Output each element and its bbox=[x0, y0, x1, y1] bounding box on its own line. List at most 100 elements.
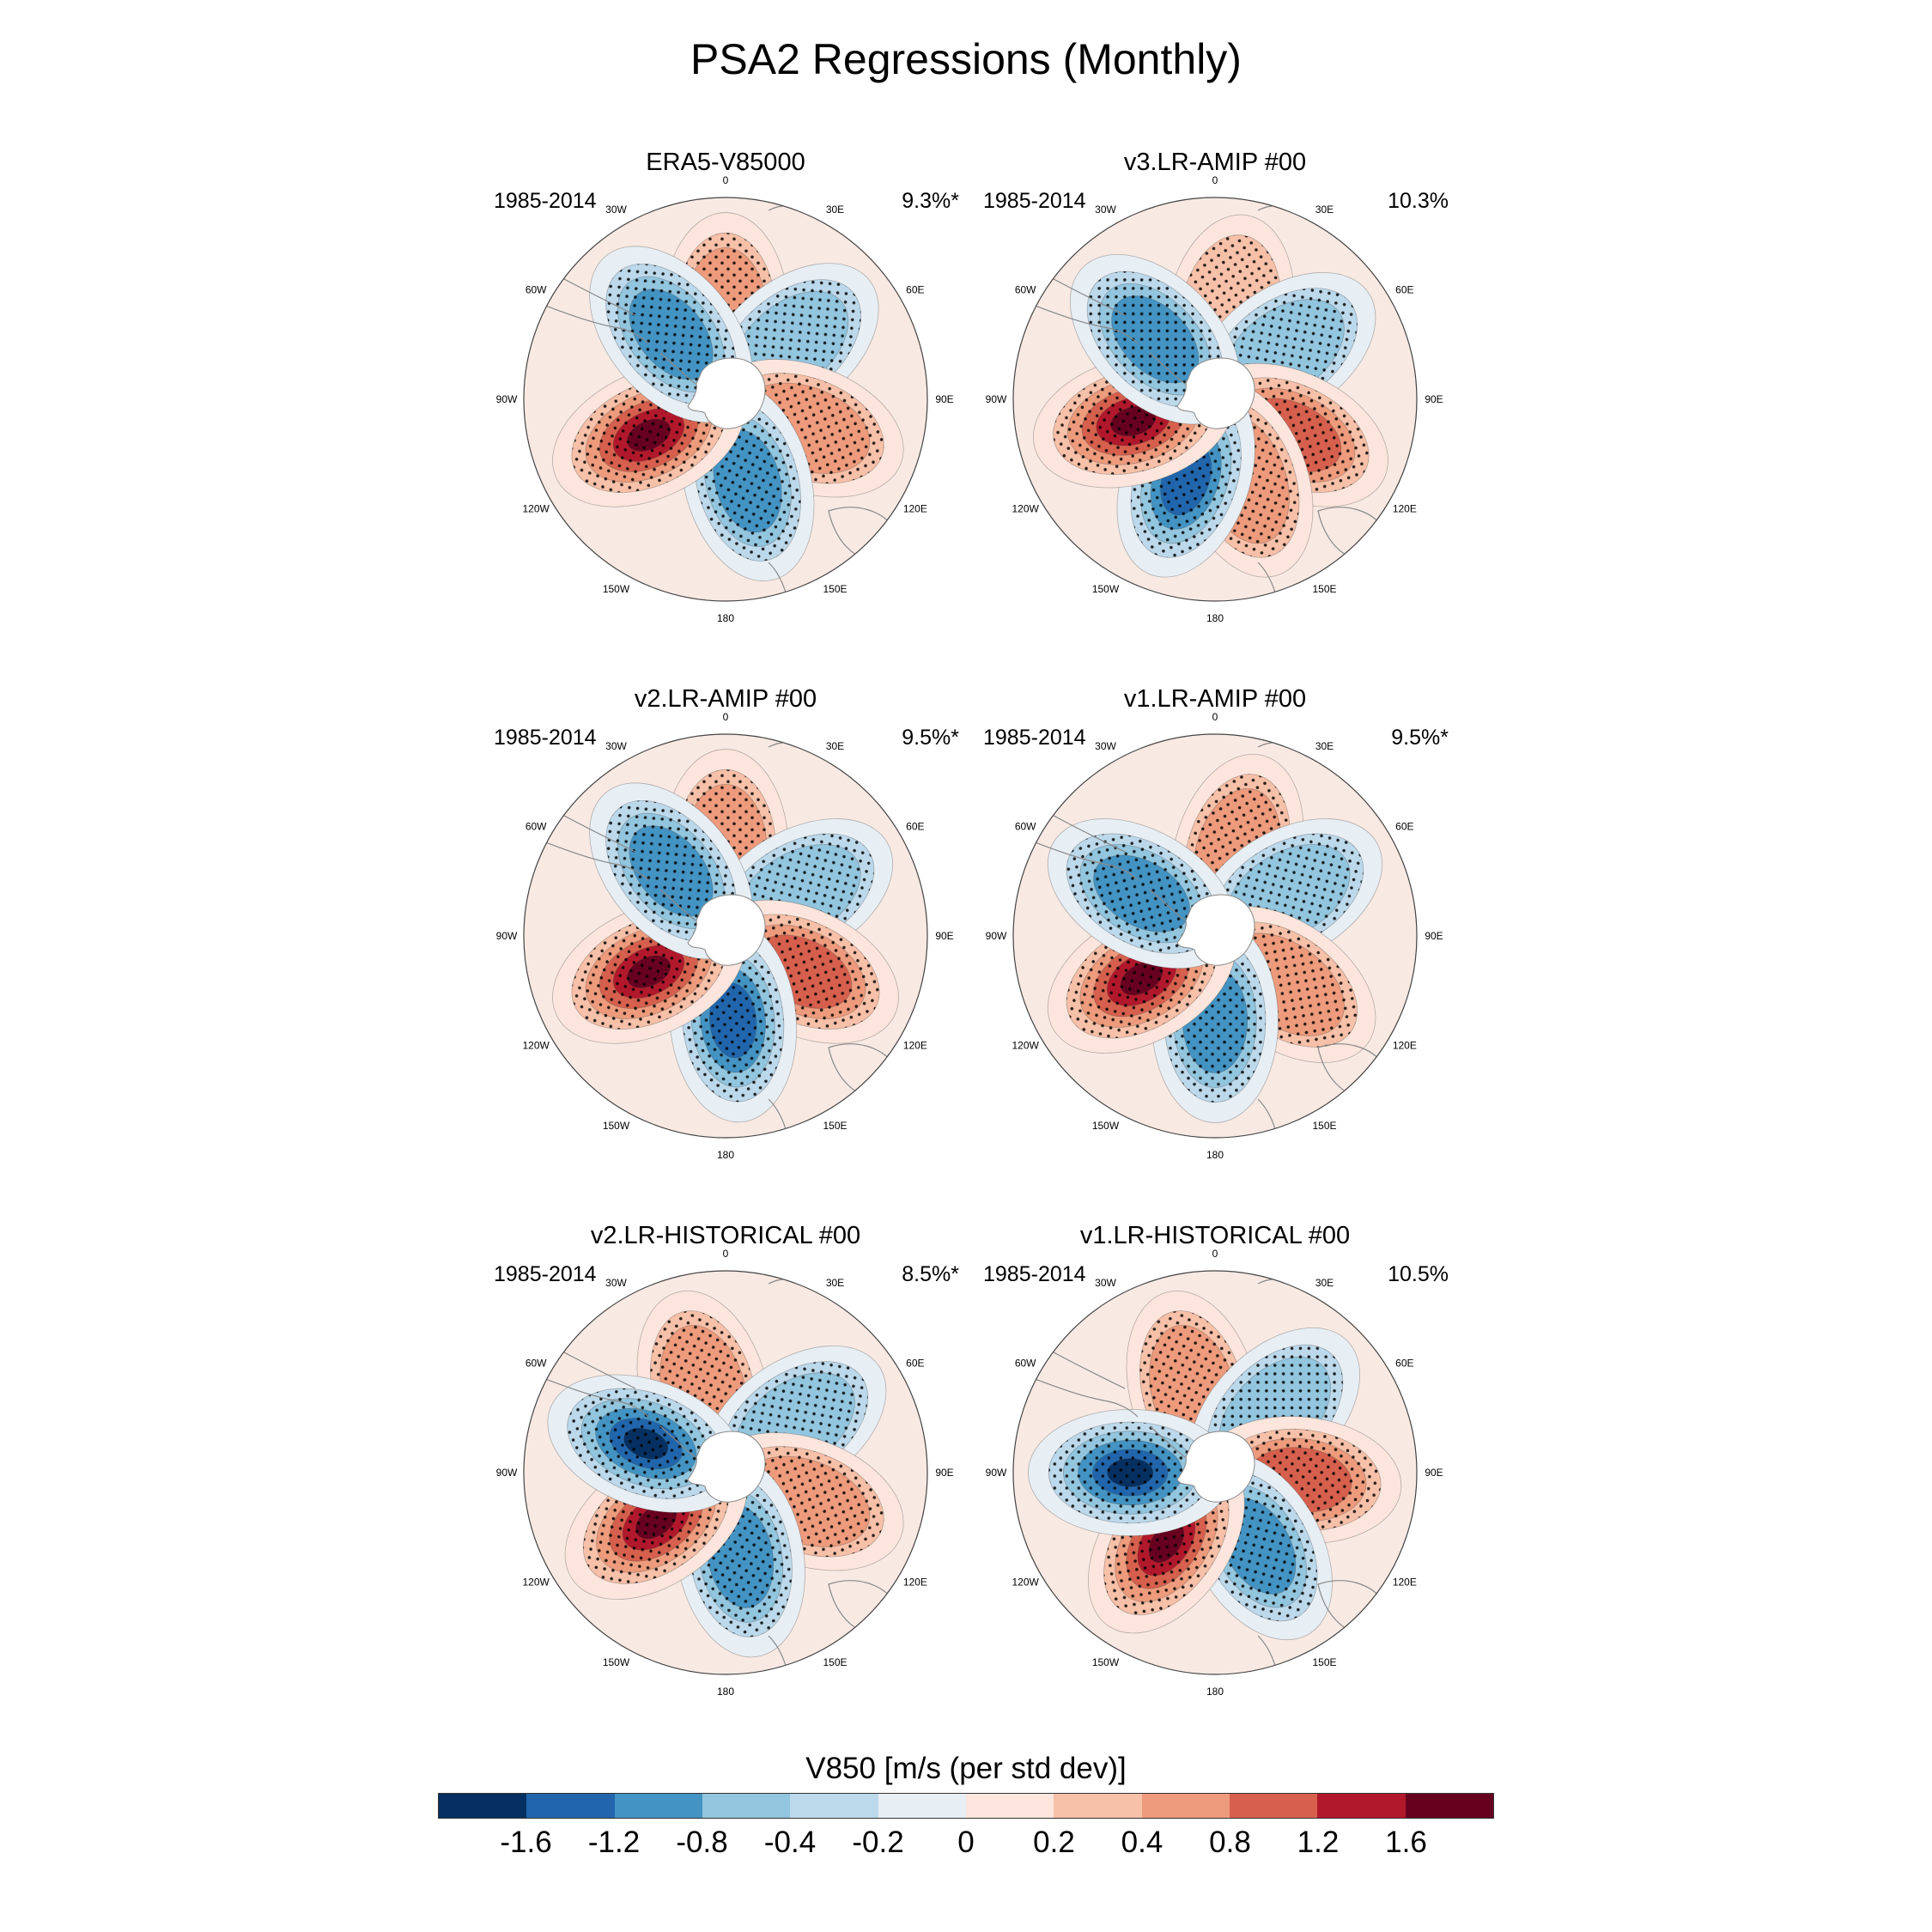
map-field bbox=[1013, 1271, 1417, 1674]
panel-title: v1.LR-HISTORICAL #00 bbox=[1079, 1222, 1351, 1249]
longitude-label: 60E bbox=[1395, 1358, 1413, 1370]
longitude-label: 120E bbox=[1393, 1577, 1417, 1589]
longitude-label: 30W bbox=[1095, 740, 1116, 752]
antarctica-landmass bbox=[1176, 1431, 1255, 1503]
longitude-label: 60W bbox=[526, 1358, 547, 1370]
longitude-label: 90E bbox=[1425, 1467, 1443, 1479]
longitude-label: 180 bbox=[1206, 1149, 1224, 1161]
longitude-label: 0 bbox=[1212, 711, 1218, 723]
longitude-label: 30W bbox=[605, 204, 627, 216]
panel-variance: 10.5% bbox=[1388, 1262, 1449, 1286]
longitude-label: 150W bbox=[1092, 1120, 1120, 1132]
longitude-label: 90E bbox=[935, 1467, 953, 1479]
colorbar-box bbox=[1054, 1794, 1142, 1818]
longitude-label: 60W bbox=[1015, 821, 1036, 833]
longitude-label: 120E bbox=[1393, 503, 1417, 515]
new-zealand-coast bbox=[1257, 1635, 1276, 1667]
colorbar-box bbox=[526, 1794, 615, 1818]
longitude-label: 150W bbox=[603, 1656, 630, 1668]
longitude-label: 30E bbox=[826, 1277, 844, 1289]
map-field bbox=[1013, 734, 1417, 1138]
map-panel-v1-historical: v1.LR-HISTORICAL #00 1985-2014 10.5% 0 30… bbox=[975, 1222, 1455, 1713]
colorbar-box bbox=[965, 1794, 1054, 1818]
longitude-label: 90E bbox=[935, 930, 953, 942]
longitude-label: 60E bbox=[906, 284, 924, 296]
longitude-label: 150W bbox=[603, 583, 630, 595]
longitude-label: 180 bbox=[1206, 1686, 1224, 1698]
longitude-label: 90W bbox=[496, 1467, 518, 1479]
panel-variance: 9.5%* bbox=[902, 726, 959, 750]
colorbar-tick-label: 1.6 bbox=[1385, 1826, 1427, 1859]
colorbar-tick-label: -0.8 bbox=[676, 1826, 728, 1859]
longitude-label: 180 bbox=[717, 612, 734, 624]
new-zealand-coast bbox=[1257, 1098, 1276, 1130]
longitude-label: 150E bbox=[823, 1120, 847, 1132]
longitude-label: 30W bbox=[605, 1277, 627, 1289]
panel-variance: 9.3%* bbox=[902, 189, 959, 213]
polar-map: 0 30E 60E 90E 120E 150E 180 150W 120W 90W 60W 30W bbox=[496, 1248, 954, 1698]
panel-title: v2.LR-AMIP #00 bbox=[634, 685, 817, 713]
colorbar-title: V850 [m/s (per std dev)] bbox=[805, 1752, 1127, 1785]
map-panel-v2-amip: v2.LR-AMIP #00 1985-2014 9.5%* 0 30E 60E 90… bbox=[485, 685, 966, 1176]
longitude-label: 30W bbox=[1095, 204, 1116, 216]
antarctic-peninsula bbox=[659, 889, 696, 921]
longitude-label: 120W bbox=[1012, 1577, 1039, 1589]
colorbar-tick-label: -0.2 bbox=[852, 1826, 904, 1859]
longitude-label: 0 bbox=[1212, 1248, 1218, 1260]
longitude-label: 150E bbox=[1312, 583, 1336, 595]
anomaly-center bbox=[1028, 1408, 1233, 1537]
map-panel-v2-historical: v2.LR-HISTORICAL #00 1985-2014 8.5%* 0 30… bbox=[485, 1222, 966, 1713]
colorbar-tick-label: -1.6 bbox=[500, 1826, 552, 1859]
longitude-label: 0 bbox=[1212, 174, 1218, 186]
map-boundary bbox=[1012, 733, 1418, 1139]
colorbar-tick-label: 1.2 bbox=[1297, 1826, 1340, 1859]
longitude-label: 120E bbox=[903, 1577, 927, 1589]
longitude-label: 30W bbox=[605, 740, 627, 752]
longitude-label: 120W bbox=[522, 1577, 550, 1589]
longitude-label: 150W bbox=[603, 1120, 630, 1132]
longitude-label: 150E bbox=[1312, 1120, 1336, 1132]
longitude-label: 150E bbox=[823, 583, 847, 595]
antarctic-peninsula bbox=[659, 1425, 696, 1458]
colorbar bbox=[438, 1793, 1494, 1819]
map-panel-era5: ERA5-V85000 1985-2014 9.3%* 0 30E 60E 90E 12… bbox=[485, 149, 966, 640]
antarctic-peninsula bbox=[1149, 1425, 1186, 1458]
panel-period: 1985-2014 bbox=[494, 726, 597, 750]
longitude-label: 30E bbox=[1315, 740, 1334, 752]
antarctica-landmass bbox=[687, 357, 766, 429]
panel-period: 1985-2014 bbox=[983, 189, 1086, 213]
panel-title: v2.LR-HISTORICAL #00 bbox=[590, 1222, 861, 1249]
antarctica-landmass bbox=[687, 894, 766, 966]
colorbar-tick-label: -0.4 bbox=[763, 1826, 817, 1859]
longitude-label: 60E bbox=[1395, 821, 1413, 833]
longitude-label: 0 bbox=[723, 711, 729, 723]
colorbar-box bbox=[790, 1794, 878, 1818]
panel-title: ERA5-V85000 bbox=[646, 149, 805, 176]
anomaly-center bbox=[552, 899, 745, 1044]
longitude-label: 150W bbox=[1092, 583, 1120, 595]
longitude-label: 90W bbox=[986, 930, 1007, 942]
colorbar-box bbox=[439, 1794, 527, 1818]
longitude-label: 90E bbox=[1425, 930, 1443, 942]
longitude-label: 90W bbox=[496, 393, 518, 405]
panel-title: v3.LR-AMIP #00 bbox=[1123, 149, 1307, 176]
longitude-label: 120E bbox=[903, 1040, 927, 1052]
longitude-label: 90W bbox=[496, 930, 518, 942]
polar-map: 0 30E 60E 90E 120E 150E 180 150W 120W 90W 60W 30W bbox=[986, 711, 1443, 1161]
map-boundary bbox=[1012, 1270, 1418, 1675]
longitude-label: 150W bbox=[1092, 1656, 1120, 1668]
longitude-label: 90E bbox=[935, 393, 953, 405]
longitude-label: 0 bbox=[723, 1248, 729, 1260]
colorbar-box bbox=[878, 1794, 966, 1818]
longitude-label: 120W bbox=[1012, 1040, 1039, 1052]
longitude-label: 180 bbox=[717, 1686, 734, 1698]
longitude-label: 120W bbox=[522, 503, 550, 515]
antarctic-peninsula bbox=[659, 352, 696, 385]
panel-variance: 9.5%* bbox=[1391, 726, 1449, 750]
longitude-label: 0 bbox=[723, 174, 729, 186]
map-boundary bbox=[523, 733, 928, 1139]
longitude-label: 60E bbox=[906, 821, 924, 833]
longitude-label: 90E bbox=[1425, 393, 1443, 405]
map-boundary bbox=[523, 197, 928, 602]
longitude-label: 60E bbox=[906, 1358, 924, 1370]
